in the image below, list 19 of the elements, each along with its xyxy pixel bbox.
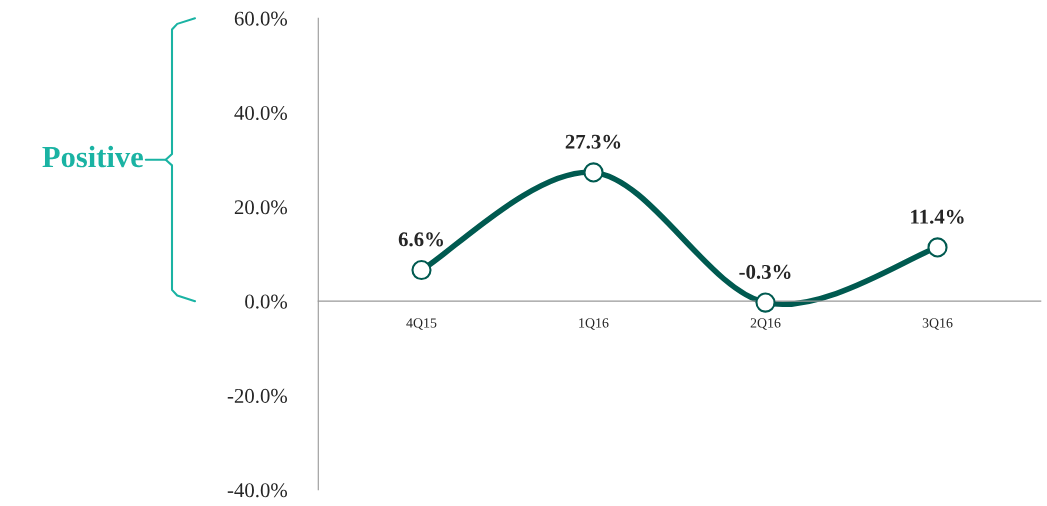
point — [411, 259, 432, 281]
data-label: 6.6% — [398, 232, 443, 247]
point — [583, 162, 604, 183]
point — [927, 237, 948, 258]
y-tick-label: -40.0% — [227, 483, 288, 498]
y-tick-label: 20.0% — [234, 200, 288, 215]
y-tick-label: 0.0% — [245, 294, 288, 309]
text: Positive — [42, 145, 143, 168]
x-tick-label: 1Q16 — [579, 318, 609, 330]
y-tick-label: 60.0% — [234, 11, 288, 26]
x-tick-label: 4Q15 — [406, 318, 437, 330]
point — [755, 292, 776, 313]
data-label: 11.4% — [911, 209, 964, 224]
data-label: -0.3% — [739, 264, 791, 279]
x-tick-label: 2Q16 — [750, 318, 781, 330]
y-tick-label: 40.0% — [234, 105, 288, 121]
data-label: 27.3% — [565, 134, 621, 149]
y-tick-label: -20.0% — [227, 388, 288, 404]
x-tick-label: 3Q16 — [922, 318, 953, 330]
